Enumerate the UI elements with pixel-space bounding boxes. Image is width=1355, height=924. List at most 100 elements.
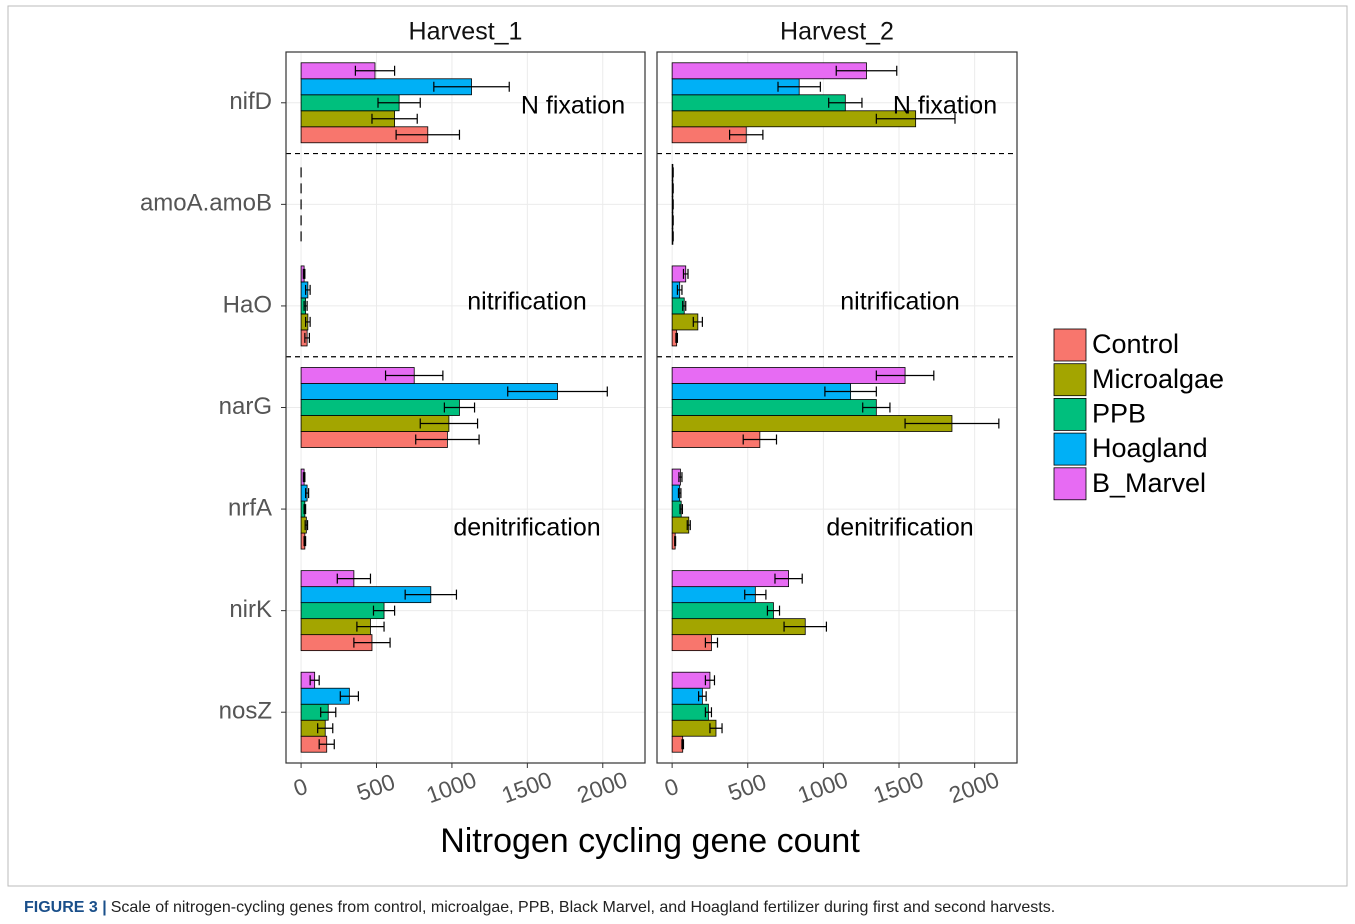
bar <box>671 687 703 705</box>
error-bar <box>671 215 674 226</box>
error-bar <box>415 434 480 445</box>
error-bar <box>704 707 713 718</box>
legend-label: Microalgae <box>1092 364 1224 394</box>
error-bar <box>678 472 683 483</box>
error-bar <box>744 589 767 600</box>
error-bar <box>433 81 510 92</box>
facet-title: Harvest_1 <box>409 18 523 46</box>
error-bar <box>828 97 863 108</box>
bar <box>671 516 690 534</box>
error-bar <box>704 637 719 648</box>
facet-title: Harvest_2 <box>780 18 894 46</box>
y-tick-label: nosZ <box>219 698 272 725</box>
legend-swatch <box>1053 363 1087 397</box>
error-bar <box>320 707 337 718</box>
panel-border <box>656 51 1018 764</box>
bar <box>671 586 756 604</box>
error-bar <box>353 637 391 648</box>
error-bar <box>704 675 716 686</box>
x-tick-label: 500 <box>353 768 398 806</box>
bar <box>671 671 711 689</box>
error-bar <box>377 97 421 108</box>
bar <box>671 602 774 620</box>
annotation: nitrification <box>840 288 960 316</box>
error-bar <box>304 332 310 343</box>
bar <box>671 570 789 588</box>
error-bar <box>824 386 877 397</box>
error-bar <box>904 418 1000 429</box>
x-axis-label: Nitrogen cycling gene count <box>440 822 860 860</box>
error-bar <box>443 402 476 413</box>
error-bar <box>356 621 385 632</box>
bar <box>671 367 906 384</box>
x-tick-label: 0 <box>661 773 682 802</box>
bar <box>671 94 846 112</box>
figure-frame <box>7 5 1348 887</box>
error-bar <box>304 520 309 531</box>
y-tick-label: narG <box>219 393 272 420</box>
caption-label: FIGURE 3 | <box>24 899 107 916</box>
error-bar <box>303 504 307 515</box>
error-bar <box>674 536 677 547</box>
error-bar <box>682 300 687 311</box>
caption-text: Scale of nitrogen-cycling genes from con… <box>111 899 1055 916</box>
error-bar <box>681 739 685 750</box>
x-tick-label: 1500 <box>498 766 555 808</box>
error-bar <box>774 573 803 584</box>
error-bar <box>302 268 306 279</box>
error-bar <box>372 605 396 616</box>
annotation: N fixation <box>521 92 625 120</box>
annotation: N fixation <box>893 92 997 120</box>
error-bar <box>677 488 682 499</box>
error-bar <box>303 300 308 311</box>
error-bar <box>309 675 320 686</box>
error-bar <box>671 167 674 178</box>
error-bar <box>742 434 778 445</box>
panel-border <box>285 51 646 764</box>
x-tick-label: 500 <box>725 768 770 806</box>
annotation: nitrification <box>467 288 587 316</box>
x-tick-label: 2000 <box>574 766 631 808</box>
annotation: denitrification <box>826 514 973 542</box>
error-bar <box>384 370 444 381</box>
error-bar <box>671 231 674 242</box>
caption: FIGURE 3 | Scale of nitrogen-cycling gene… <box>24 899 1055 916</box>
error-bar <box>395 129 461 140</box>
error-bar <box>419 418 479 429</box>
error-bar <box>777 81 821 92</box>
legend-label: Control <box>1092 329 1179 359</box>
error-bar <box>371 113 418 124</box>
error-bar <box>682 268 689 279</box>
x-tick-label: 1000 <box>423 766 480 808</box>
error-bar <box>671 199 674 210</box>
error-bar <box>317 723 334 734</box>
error-bar <box>835 65 898 76</box>
bar <box>671 703 709 721</box>
error-bar <box>729 129 764 140</box>
x-tick-label: 2000 <box>946 766 1003 808</box>
error-bar <box>671 183 674 194</box>
error-bar <box>875 370 935 381</box>
error-bar <box>302 472 306 483</box>
error-bar <box>339 691 360 702</box>
annotation: denitrification <box>453 514 600 542</box>
error-bar <box>686 520 691 531</box>
legend-swatch <box>1053 397 1087 431</box>
legend-swatch <box>1053 328 1087 362</box>
bar <box>671 399 877 416</box>
error-bar <box>305 316 311 327</box>
error-bar <box>875 113 956 124</box>
x-tick-label: 1000 <box>794 766 851 808</box>
legend-swatch <box>1053 467 1087 501</box>
y-tick-label: nirK <box>229 596 272 623</box>
error-bar <box>709 723 723 734</box>
error-bar <box>766 605 781 616</box>
error-bar <box>862 402 891 413</box>
bar <box>671 383 852 400</box>
bar <box>300 399 460 416</box>
x-tick-label: 1500 <box>870 766 927 808</box>
y-tick-label: nrfA <box>228 494 272 521</box>
error-bar <box>404 589 458 600</box>
legend-label: Hoagland <box>1092 433 1208 463</box>
error-bar <box>692 316 703 327</box>
